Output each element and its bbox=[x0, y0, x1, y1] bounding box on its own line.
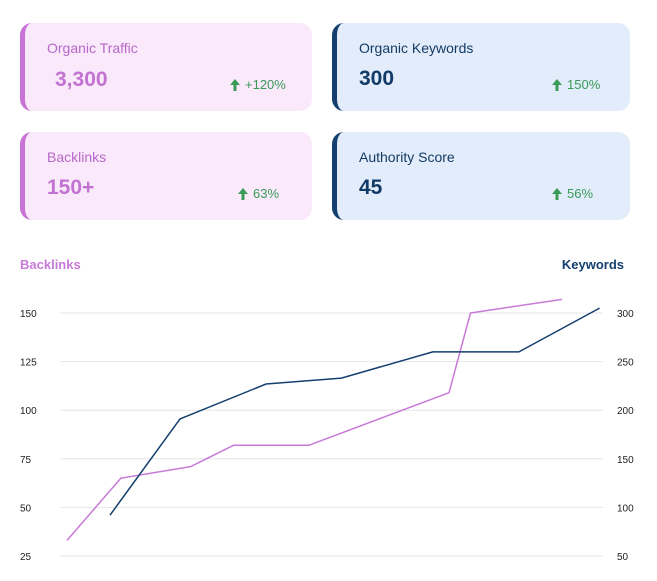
series-line-keywords bbox=[109, 307, 600, 516]
card-title: Organic Keywords bbox=[359, 40, 474, 56]
change-text: 63% bbox=[253, 186, 280, 201]
card-change: 56% bbox=[552, 186, 593, 201]
arrow-up-icon bbox=[552, 78, 562, 91]
right-axis-title: Keywords bbox=[561, 257, 624, 272]
card-value: 150+ bbox=[47, 176, 95, 199]
card-title: Backlinks bbox=[47, 149, 107, 165]
card-title: Organic Traffic bbox=[47, 40, 138, 56]
card-backlinks: Backlinks 150+ 63% bbox=[20, 132, 312, 220]
card-value: 3,300 bbox=[55, 68, 108, 91]
series-line-backlinks bbox=[66, 298, 563, 541]
card-change: 63% bbox=[238, 186, 279, 201]
right-tick-label: 200 bbox=[617, 406, 634, 417]
change-text: 150% bbox=[567, 77, 601, 92]
card-change: +120% bbox=[230, 77, 286, 92]
left-tick-label: 75 bbox=[20, 455, 32, 466]
arrow-up-icon bbox=[552, 187, 562, 200]
left-tick-label: 150 bbox=[20, 309, 37, 320]
left-tick-label: 25 bbox=[20, 552, 32, 563]
left-tick-label: 100 bbox=[20, 406, 37, 417]
left-axis-title: Backlinks bbox=[20, 257, 81, 272]
card-title: Authority Score bbox=[359, 149, 455, 165]
card-organic-traffic: Organic Traffic 3,300 +120% bbox=[20, 23, 312, 111]
change-text: +120% bbox=[245, 77, 286, 92]
card-organic-keywords: Organic Keywords 300 150% bbox=[332, 23, 630, 111]
arrow-up-icon bbox=[230, 78, 240, 91]
right-tick-label: 250 bbox=[617, 358, 634, 369]
right-tick-label: 300 bbox=[617, 309, 634, 320]
right-tick-label: 50 bbox=[617, 552, 629, 563]
card-change: 150% bbox=[552, 77, 600, 92]
card-value: 45 bbox=[359, 176, 383, 199]
left-tick-label: 50 bbox=[20, 503, 32, 514]
card-authority-score: Authority Score 45 56% bbox=[332, 132, 630, 220]
right-tick-label: 100 bbox=[617, 503, 634, 514]
right-tick-label: 150 bbox=[617, 455, 634, 466]
card-value: 300 bbox=[359, 67, 395, 90]
left-tick-label: 125 bbox=[20, 358, 37, 369]
change-text: 56% bbox=[567, 186, 594, 201]
arrow-up-icon bbox=[238, 187, 248, 200]
